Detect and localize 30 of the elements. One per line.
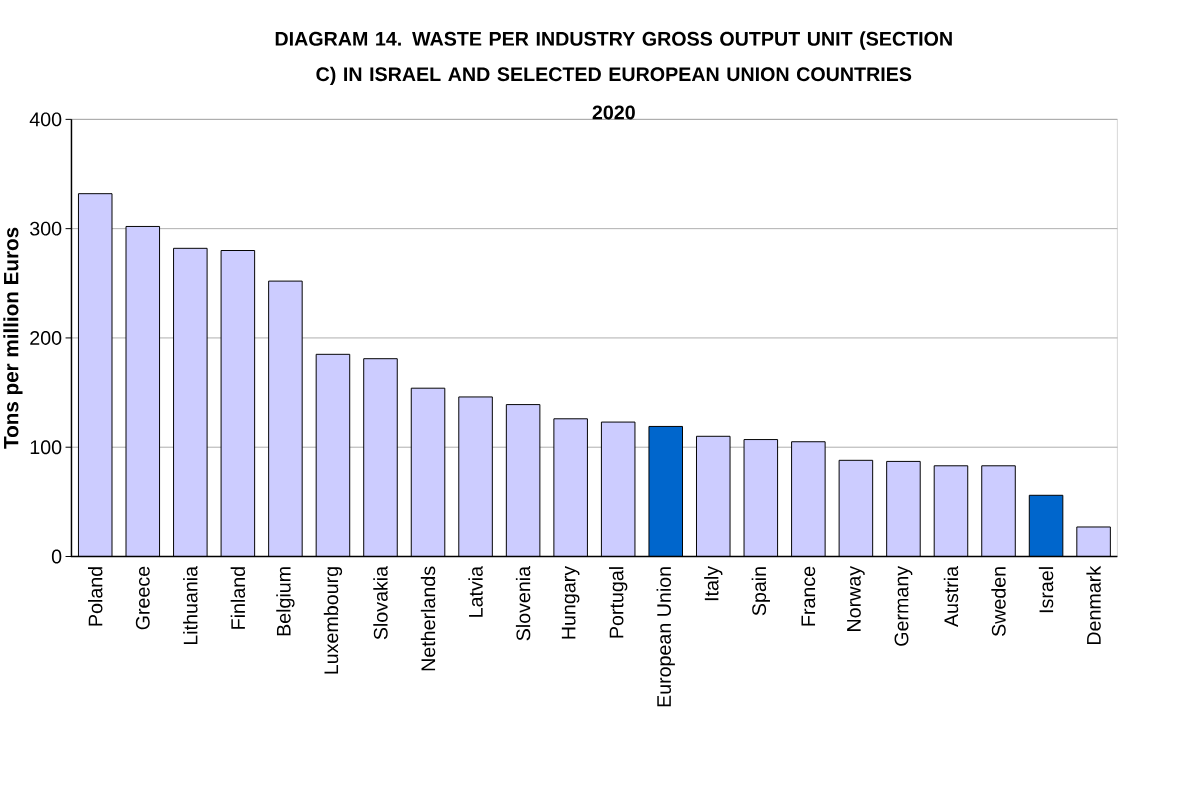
x-tick-label: Spain xyxy=(751,567,770,616)
y-tick-label: 100 xyxy=(30,440,62,454)
x-tick-label: Luxembourg xyxy=(323,567,343,674)
x-tick-label: Hungary xyxy=(561,565,580,639)
x-tick-label: Slovenia xyxy=(515,565,531,641)
x-tick-label: Denmark xyxy=(1086,565,1101,644)
x-tick-label: European Union xyxy=(656,567,675,707)
y-tick-label: 300 xyxy=(30,221,62,236)
x-tick-label: Belgium xyxy=(276,567,295,636)
x-tick-label: Norway xyxy=(847,565,865,631)
chart-title: DIAGRAM 14. WASTE PER INDUSTRY GROSS OUTPUT UNIT (SECTION C) IN ISRAEL AND SELECTED EUROPEAN UNION COUNTRIES xyxy=(275,31,952,85)
chart-subtitle: 2020 xyxy=(592,105,635,120)
y-tick-label: 400 xyxy=(29,112,62,127)
x-tick-label: Sweden xyxy=(991,567,1006,636)
x-tick-label: Netherlands xyxy=(420,566,436,671)
x-tick-label: Lithuania xyxy=(183,565,198,644)
x-tick-label: France xyxy=(801,566,816,626)
x-tick-label: Portugal xyxy=(609,567,628,638)
x-tick-label: Finland xyxy=(230,566,246,629)
x-tick-label: Latvia xyxy=(468,565,483,617)
x-tick-label: Germany xyxy=(894,565,913,646)
x-tick-label: Greece xyxy=(135,566,150,630)
y-tick-label: 200 xyxy=(30,330,62,345)
x-tick-label: Austria xyxy=(943,565,959,627)
x-tick-label: Slovakia xyxy=(373,565,388,640)
x-tick-label: Poland xyxy=(88,566,103,626)
x-tick-label: Israel xyxy=(1038,567,1054,612)
y-axis-title: Tons per million Euros xyxy=(3,227,23,449)
y-tick-label: 0 xyxy=(51,549,62,564)
x-tick-label: Italy xyxy=(704,565,723,600)
